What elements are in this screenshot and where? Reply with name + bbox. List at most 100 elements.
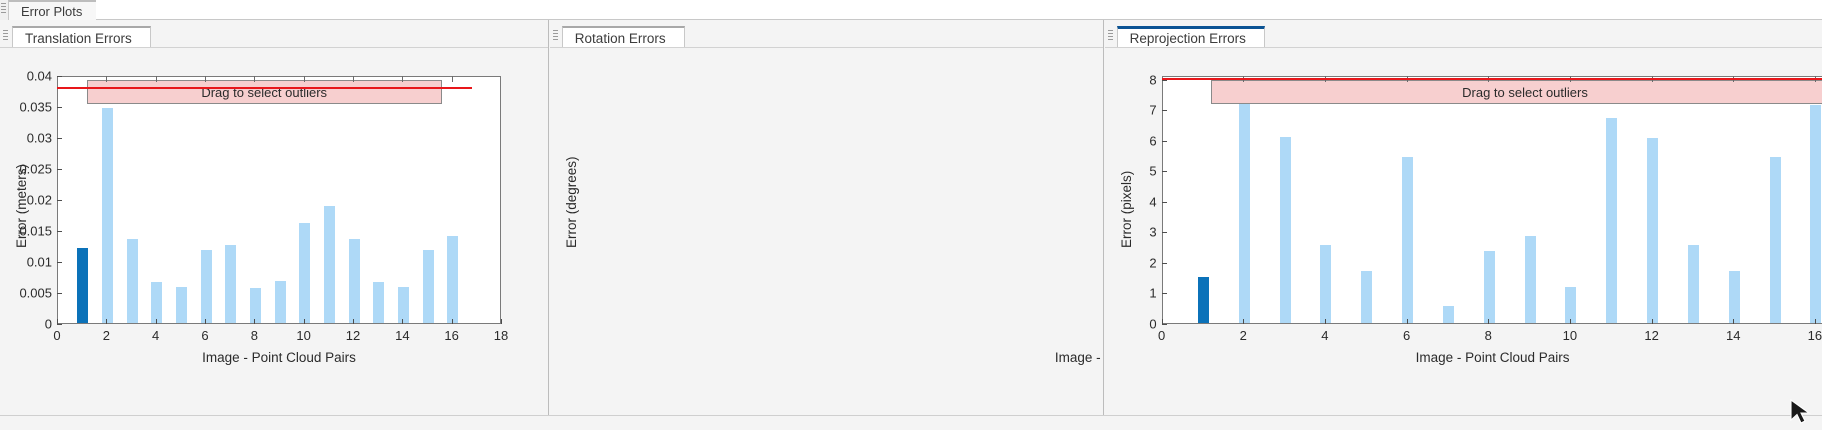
bar[interactable] [1279, 137, 1291, 323]
y-tick-mark [57, 231, 62, 232]
bar[interactable] [151, 282, 163, 323]
y-tick-label: 0.005 [19, 285, 52, 301]
y-tick-mark [57, 138, 62, 139]
slider-tick [353, 76, 354, 82]
y-tick-mark [1161, 262, 1167, 264]
tab-label: Reprojection Errors [1129, 31, 1246, 46]
x-tick-label: 18 [493, 328, 509, 343]
chart-area: 00.511.522.533.5Image - Point Cloud Pair… [550, 48, 1598, 430]
y-tick-label: 8 [1149, 72, 1157, 88]
y-tick-mark [57, 262, 62, 263]
bar[interactable] [397, 287, 409, 323]
y-axis-label: Error (degrees) [563, 156, 579, 248]
outlier-slider[interactable]: Drag to select outliers [86, 80, 442, 104]
x-tick-label: 2 [1239, 328, 1247, 343]
y-tick-label: 4 [1149, 194, 1157, 210]
y-axis-label: Error (meters) [14, 164, 29, 248]
y-tick-label: 0 [550, 317, 1155, 332]
y-tick-label: 0.04 [26, 68, 52, 84]
bar[interactable] [1810, 104, 1822, 323]
bar[interactable] [274, 281, 286, 323]
x-tick-mark [155, 319, 157, 324]
panel-grip-icon[interactable] [1107, 30, 1113, 43]
outlier-threshold-line[interactable] [1161, 78, 1822, 81]
panel-grip-icon[interactable] [1, 3, 6, 16]
bar[interactable] [1238, 98, 1250, 323]
chart-area: 0 1 2 3 4 5 6 7 8 0 2 4 6 8 10 12 14 16 Image - Point Clou… [1105, 48, 1822, 430]
bar[interactable] [200, 250, 212, 323]
tab-rotation-errors[interactable]: Rotation Errors [561, 26, 685, 48]
bar[interactable] [126, 239, 138, 323]
x-tick-mark [205, 319, 206, 324]
x-tick-mark [1488, 319, 1490, 324]
x-tick-mark [353, 319, 354, 324]
inner-tab-row: Rotation Errors [549, 20, 1103, 48]
x-tick-label: 0 [1157, 328, 1166, 343]
y-tick-label: 0.03 [26, 130, 52, 146]
x-tick-mark [1814, 319, 1816, 324]
bar[interactable] [1361, 271, 1373, 323]
y-tick-mark [1161, 79, 1167, 81]
bar[interactable] [249, 288, 261, 323]
y-tick-label: 0 [1149, 316, 1157, 332]
panel-divider[interactable] [1102, 20, 1105, 430]
bar[interactable] [447, 235, 459, 323]
bar[interactable] [1320, 245, 1332, 323]
bar[interactable] [1565, 286, 1577, 323]
bar[interactable] [77, 247, 89, 323]
bar[interactable] [1728, 271, 1740, 323]
bar[interactable] [373, 282, 385, 323]
bar[interactable] [175, 287, 187, 323]
tab-error-plots[interactable]: Error Plots [8, 0, 100, 20]
bar[interactable] [1647, 137, 1659, 323]
y-tick-label: 0.5 [550, 282, 1155, 297]
y-tick-mark [57, 293, 62, 294]
bar[interactable] [1402, 156, 1414, 323]
bar[interactable] [1197, 277, 1209, 323]
x-tick-label: 10 [1562, 328, 1578, 343]
bar[interactable] [348, 239, 360, 323]
bar[interactable] [323, 205, 335, 323]
outlier-threshold-line[interactable] [57, 87, 472, 90]
panel-divider[interactable] [547, 20, 550, 430]
tab-reprojection-errors[interactable]: Reprojection Errors [1116, 26, 1265, 48]
x-tick-label: 8 [250, 328, 258, 343]
y-tick-label: 0.015 [19, 223, 52, 239]
bar[interactable] [101, 107, 113, 323]
outlier-slider[interactable]: Drag to select outliers [1210, 80, 1822, 104]
bar[interactable] [299, 223, 311, 323]
slider-tick [205, 76, 206, 82]
y-tick-label: 2 [1149, 255, 1157, 271]
tab-translation-errors[interactable]: Translation Errors [12, 26, 151, 48]
bar[interactable] [1687, 245, 1699, 323]
y-tick-label: 6 [1149, 133, 1157, 149]
tab-label: Translation Errors [25, 30, 132, 46]
panel-grip-icon[interactable] [3, 30, 8, 43]
y-tick-label: 0.025 [19, 161, 52, 177]
bar[interactable] [422, 250, 434, 323]
bar[interactable] [225, 244, 237, 323]
panel-grip-icon[interactable] [552, 30, 558, 43]
bar[interactable] [1524, 235, 1536, 323]
y-tick-mark [1161, 171, 1167, 173]
tab-label: Rotation Errors [574, 30, 666, 46]
y-tick-label: 3 [1149, 224, 1157, 240]
slider-tick [451, 76, 453, 82]
x-tick-mark [501, 319, 502, 324]
x-tick-label: 14 [395, 328, 410, 343]
x-tick-mark [1651, 319, 1653, 324]
y-tick-label: 0.035 [19, 99, 52, 115]
x-tick-mark [402, 319, 404, 324]
bar[interactable] [1769, 157, 1781, 323]
inner-tab-row: Reprojection Errors [1104, 20, 1822, 48]
y-tick-mark [57, 76, 62, 77]
bar[interactable] [1483, 251, 1495, 323]
bar[interactable] [1442, 306, 1454, 323]
y-tick-label: 1 [550, 247, 1155, 262]
slider-tick [254, 76, 256, 82]
slider-tick [303, 76, 305, 82]
y-tick-mark [1161, 232, 1167, 234]
bar[interactable] [1606, 117, 1618, 323]
